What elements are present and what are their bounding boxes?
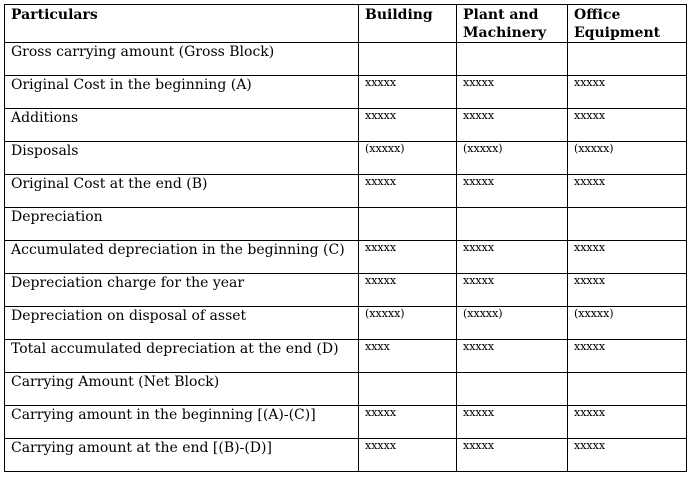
- table-row: Accumulated depreciation in the beginnin…: [4, 240, 687, 274]
- row-label: Carrying amount at the end [(B)-(D)]: [4, 438, 359, 472]
- cell-plant-and-machinery: xxxxx: [456, 75, 568, 109]
- table-row: Original Cost in the beginning (A) xxxxx…: [4, 75, 687, 109]
- cell-building: xxxxx: [358, 240, 457, 274]
- row-label: Carrying Amount (Net Block): [4, 372, 359, 406]
- header-office-equipment: Office Equipment: [567, 4, 687, 43]
- cell-office-equipment: (xxxxx): [567, 306, 687, 340]
- cell-plant-and-machinery: xxxxx: [456, 405, 568, 439]
- cell-office-equipment: xxxxx: [567, 405, 687, 439]
- table-row: Gross carrying amount (Gross Block): [4, 42, 687, 76]
- row-label: Original Cost in the beginning (A): [4, 75, 359, 109]
- cell-building: xxxxx: [358, 108, 457, 142]
- row-label: Total accumulated depreciation at the en…: [4, 339, 359, 373]
- cell-building: xxxxx: [358, 405, 457, 439]
- table-row: Carrying amount in the beginning [(A)-(C…: [4, 405, 687, 439]
- table-row: Depreciation: [4, 207, 687, 241]
- row-label: Depreciation charge for the year: [4, 273, 359, 307]
- table-row: Additions xxxxx xxxxx xxxxx: [4, 108, 687, 142]
- row-label: Original Cost at the end (B): [4, 174, 359, 208]
- cell-office-equipment: [567, 372, 687, 406]
- cell-office-equipment: [567, 207, 687, 241]
- row-label: Depreciation: [4, 207, 359, 241]
- cell-building: [358, 372, 457, 406]
- cell-building: xxxxx: [358, 75, 457, 109]
- row-label: Depreciation on disposal of asset: [4, 306, 359, 340]
- cell-plant-and-machinery: xxxxx: [456, 339, 568, 373]
- cell-plant-and-machinery: [456, 207, 568, 241]
- cell-office-equipment: xxxxx: [567, 273, 687, 307]
- cell-plant-and-machinery: (xxxxx): [456, 306, 568, 340]
- cell-office-equipment: xxxxx: [567, 174, 687, 208]
- cell-plant-and-machinery: xxxxx: [456, 108, 568, 142]
- row-label: Gross carrying amount (Gross Block): [4, 42, 359, 76]
- cell-plant-and-machinery: xxxxx: [456, 438, 568, 472]
- header-plant-and-machinery: Plant and Machinery: [456, 4, 568, 43]
- cell-office-equipment: [567, 42, 687, 76]
- row-label: Accumulated depreciation in the beginnin…: [4, 240, 359, 274]
- header-building: Building: [358, 4, 457, 43]
- table-row: Total accumulated depreciation at the en…: [4, 339, 687, 373]
- table-row: Depreciation charge for the year xxxxx x…: [4, 273, 687, 307]
- cell-plant-and-machinery: xxxxx: [456, 240, 568, 274]
- cell-building: [358, 42, 457, 76]
- row-label: Additions: [4, 108, 359, 142]
- table-row: Depreciation on disposal of asset (xxxxx…: [4, 306, 687, 340]
- cell-plant-and-machinery: (xxxxx): [456, 141, 568, 175]
- ppe-schedule-table: Particulars Building Plant and Machinery…: [4, 4, 687, 472]
- table-row: Original Cost at the end (B) xxxxx xxxxx…: [4, 174, 687, 208]
- cell-building: xxxxx: [358, 438, 457, 472]
- cell-plant-and-machinery: [456, 42, 568, 76]
- row-label: Carrying amount in the beginning [(A)-(C…: [4, 405, 359, 439]
- header-particulars: Particulars: [4, 4, 359, 43]
- cell-office-equipment: xxxxx: [567, 240, 687, 274]
- cell-office-equipment: xxxxx: [567, 108, 687, 142]
- cell-plant-and-machinery: xxxxx: [456, 273, 568, 307]
- cell-plant-and-machinery: [456, 372, 568, 406]
- cell-office-equipment: xxxxx: [567, 75, 687, 109]
- cell-building: (xxxxx): [358, 306, 457, 340]
- row-label: Disposals: [4, 141, 359, 175]
- cell-building: xxxx: [358, 339, 457, 373]
- cell-plant-and-machinery: xxxxx: [456, 174, 568, 208]
- header-row: Particulars Building Plant and Machinery…: [4, 4, 687, 43]
- table-row: Disposals (xxxxx) (xxxxx) (xxxxx): [4, 141, 687, 175]
- cell-building: [358, 207, 457, 241]
- cell-office-equipment: (xxxxx): [567, 141, 687, 175]
- cell-building: xxxxx: [358, 273, 457, 307]
- cell-building: (xxxxx): [358, 141, 457, 175]
- table-row: Carrying Amount (Net Block): [4, 372, 687, 406]
- table-row: Carrying amount at the end [(B)-(D)] xxx…: [4, 438, 687, 472]
- cell-office-equipment: xxxxx: [567, 339, 687, 373]
- cell-building: xxxxx: [358, 174, 457, 208]
- cell-office-equipment: xxxxx: [567, 438, 687, 472]
